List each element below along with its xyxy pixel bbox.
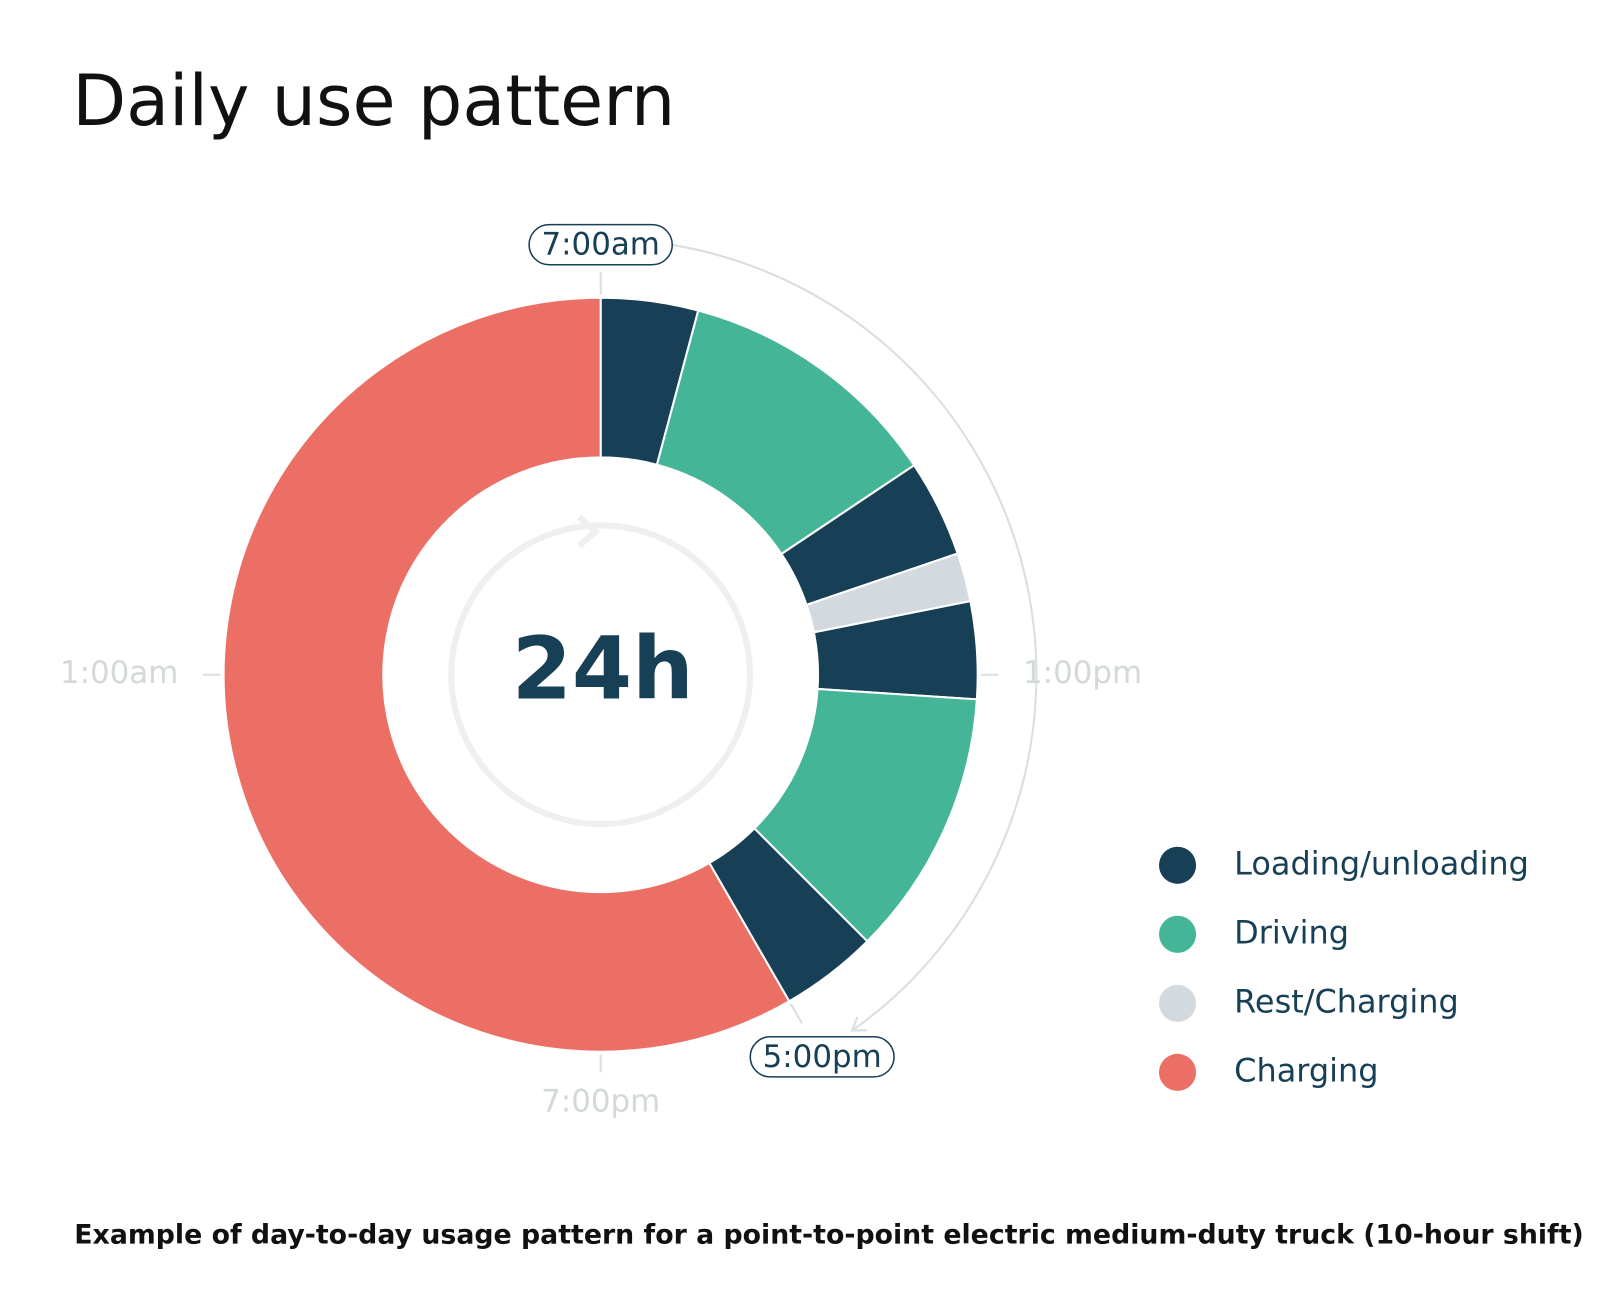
- tick-mark: [789, 1003, 803, 1025]
- legend-label: Charging: [1234, 1051, 1378, 1089]
- cycle-arrow: [577, 514, 601, 549]
- segment: [222, 296, 791, 1053]
- center-label: 24h: [512, 620, 694, 720]
- shift-arc: [640, 239, 1038, 1032]
- shift-arrow: [850, 1016, 868, 1032]
- legend-swatch: [1158, 915, 1197, 953]
- legend-swatch: [1158, 846, 1197, 884]
- legend-label: Driving: [1234, 913, 1349, 951]
- legend-swatch: [1158, 1053, 1197, 1091]
- tick-label: 1:00am: [60, 655, 178, 691]
- legend-label: Rest/Charging: [1234, 982, 1459, 1020]
- tick-label: 1:00pm: [1023, 655, 1142, 691]
- tick-label: 7:00am: [541, 227, 659, 263]
- tick-label: 5:00pm: [763, 1039, 882, 1075]
- caption: Example of day-to-day usage pattern for …: [74, 1220, 1583, 1251]
- tick-label: 7:00pm: [541, 1084, 660, 1120]
- chart-title: Daily use pattern: [72, 60, 675, 142]
- tick-label-box: [749, 1035, 895, 1078]
- tick-label-box: [528, 223, 674, 266]
- cycle-ring: [448, 522, 754, 828]
- legend-swatch: [1158, 984, 1197, 1022]
- donut: [222, 296, 979, 1053]
- legend-label: Loading/unloading: [1234, 844, 1529, 882]
